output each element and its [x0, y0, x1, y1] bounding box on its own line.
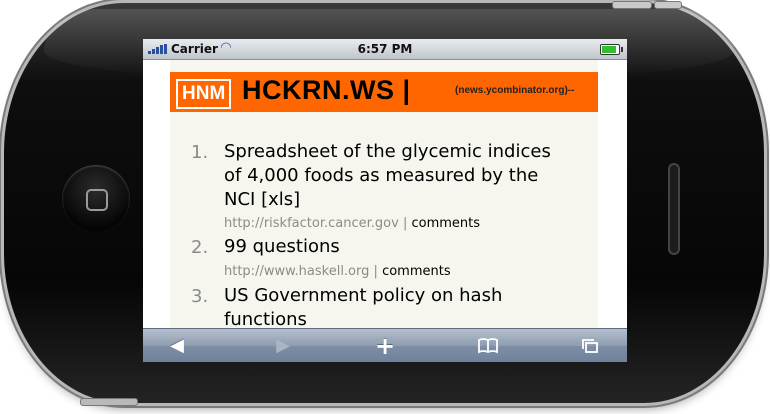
item-title-line: 99 questions — [224, 236, 340, 257]
site-subtitle: (news.ycombinator.org)-- — [455, 85, 575, 96]
item-title-line: NCI [xls] — [224, 189, 301, 210]
header-banner: HNM HCKRN.WS | (news.ycombinator.org)-- — [170, 72, 598, 112]
item-number: 1. — [191, 142, 209, 163]
news-column: HNM HCKRN.WS | (news.ycombinator.org)-- … — [170, 60, 598, 328]
speaker-grille — [668, 163, 680, 255]
site-title[interactable]: HCKRN.WS | — [242, 75, 411, 105]
item-title-link[interactable]: US Government policy on hash functions — [224, 284, 594, 328]
item-title-link[interactable]: 99 questions — [224, 235, 594, 259]
carrier-label: Carrier — [171, 42, 218, 56]
home-square-icon — [86, 189, 108, 211]
meta-separator: | — [373, 264, 378, 279]
volume-button-secondary — [654, 1, 682, 9]
item-number: 3. — [191, 286, 209, 307]
plus-icon[interactable]: + — [374, 332, 396, 360]
item-title-line: functions — [224, 309, 307, 328]
forward-arrow-icon: ▶ — [276, 335, 290, 356]
battery-level — [602, 46, 616, 53]
comments-link[interactable]: comments — [382, 264, 451, 279]
screen: Carrier ◠ 6:57 PM HNM HCKRN.WS | (news.y… — [143, 39, 627, 362]
sleep-button — [80, 398, 138, 406]
item-meta: http://www.haskell.org | comments — [224, 264, 451, 279]
volume-button — [612, 1, 652, 9]
book-icon[interactable] — [471, 335, 505, 357]
item-title-link[interactable]: Spreadsheet of the glycemic indices of 4… — [224, 140, 594, 212]
page-content: HNM HCKRN.WS | (news.ycombinator.org)-- … — [143, 60, 627, 328]
status-bar: Carrier ◠ 6:57 PM — [143, 39, 627, 60]
battery-icon — [600, 44, 623, 55]
back-arrow-icon[interactable]: ◀ — [170, 335, 184, 356]
item-title-line: Spreadsheet of the glycemic indices — [224, 141, 551, 162]
book-glyph — [478, 338, 498, 354]
item-title-line: US Government policy on hash — [224, 285, 503, 306]
item-meta: http://riskfactor.cancer.gov | comments — [224, 216, 480, 231]
battery-tip — [621, 47, 623, 52]
meta-separator: | — [402, 216, 408, 231]
clock: 6:57 PM — [357, 42, 413, 56]
pages-glyph — [582, 339, 598, 353]
site-logo[interactable]: HNM — [176, 79, 232, 109]
item-title-line: of 4,000 foods as measured by the — [224, 165, 539, 186]
item-domain-link[interactable]: http://www.haskell.org — [224, 264, 370, 279]
browser-toolbar: ◀ ▶ + — [143, 328, 627, 362]
comments-link[interactable]: comments — [411, 216, 481, 231]
wifi-icon: ◠ — [221, 40, 231, 55]
item-number: 2. — [191, 237, 209, 258]
item-domain-link[interactable]: http://riskfactor.cancer.gov — [224, 216, 399, 231]
pages-icon[interactable] — [573, 335, 607, 357]
home-button[interactable] — [62, 165, 130, 233]
signal-bars-icon — [148, 44, 170, 54]
